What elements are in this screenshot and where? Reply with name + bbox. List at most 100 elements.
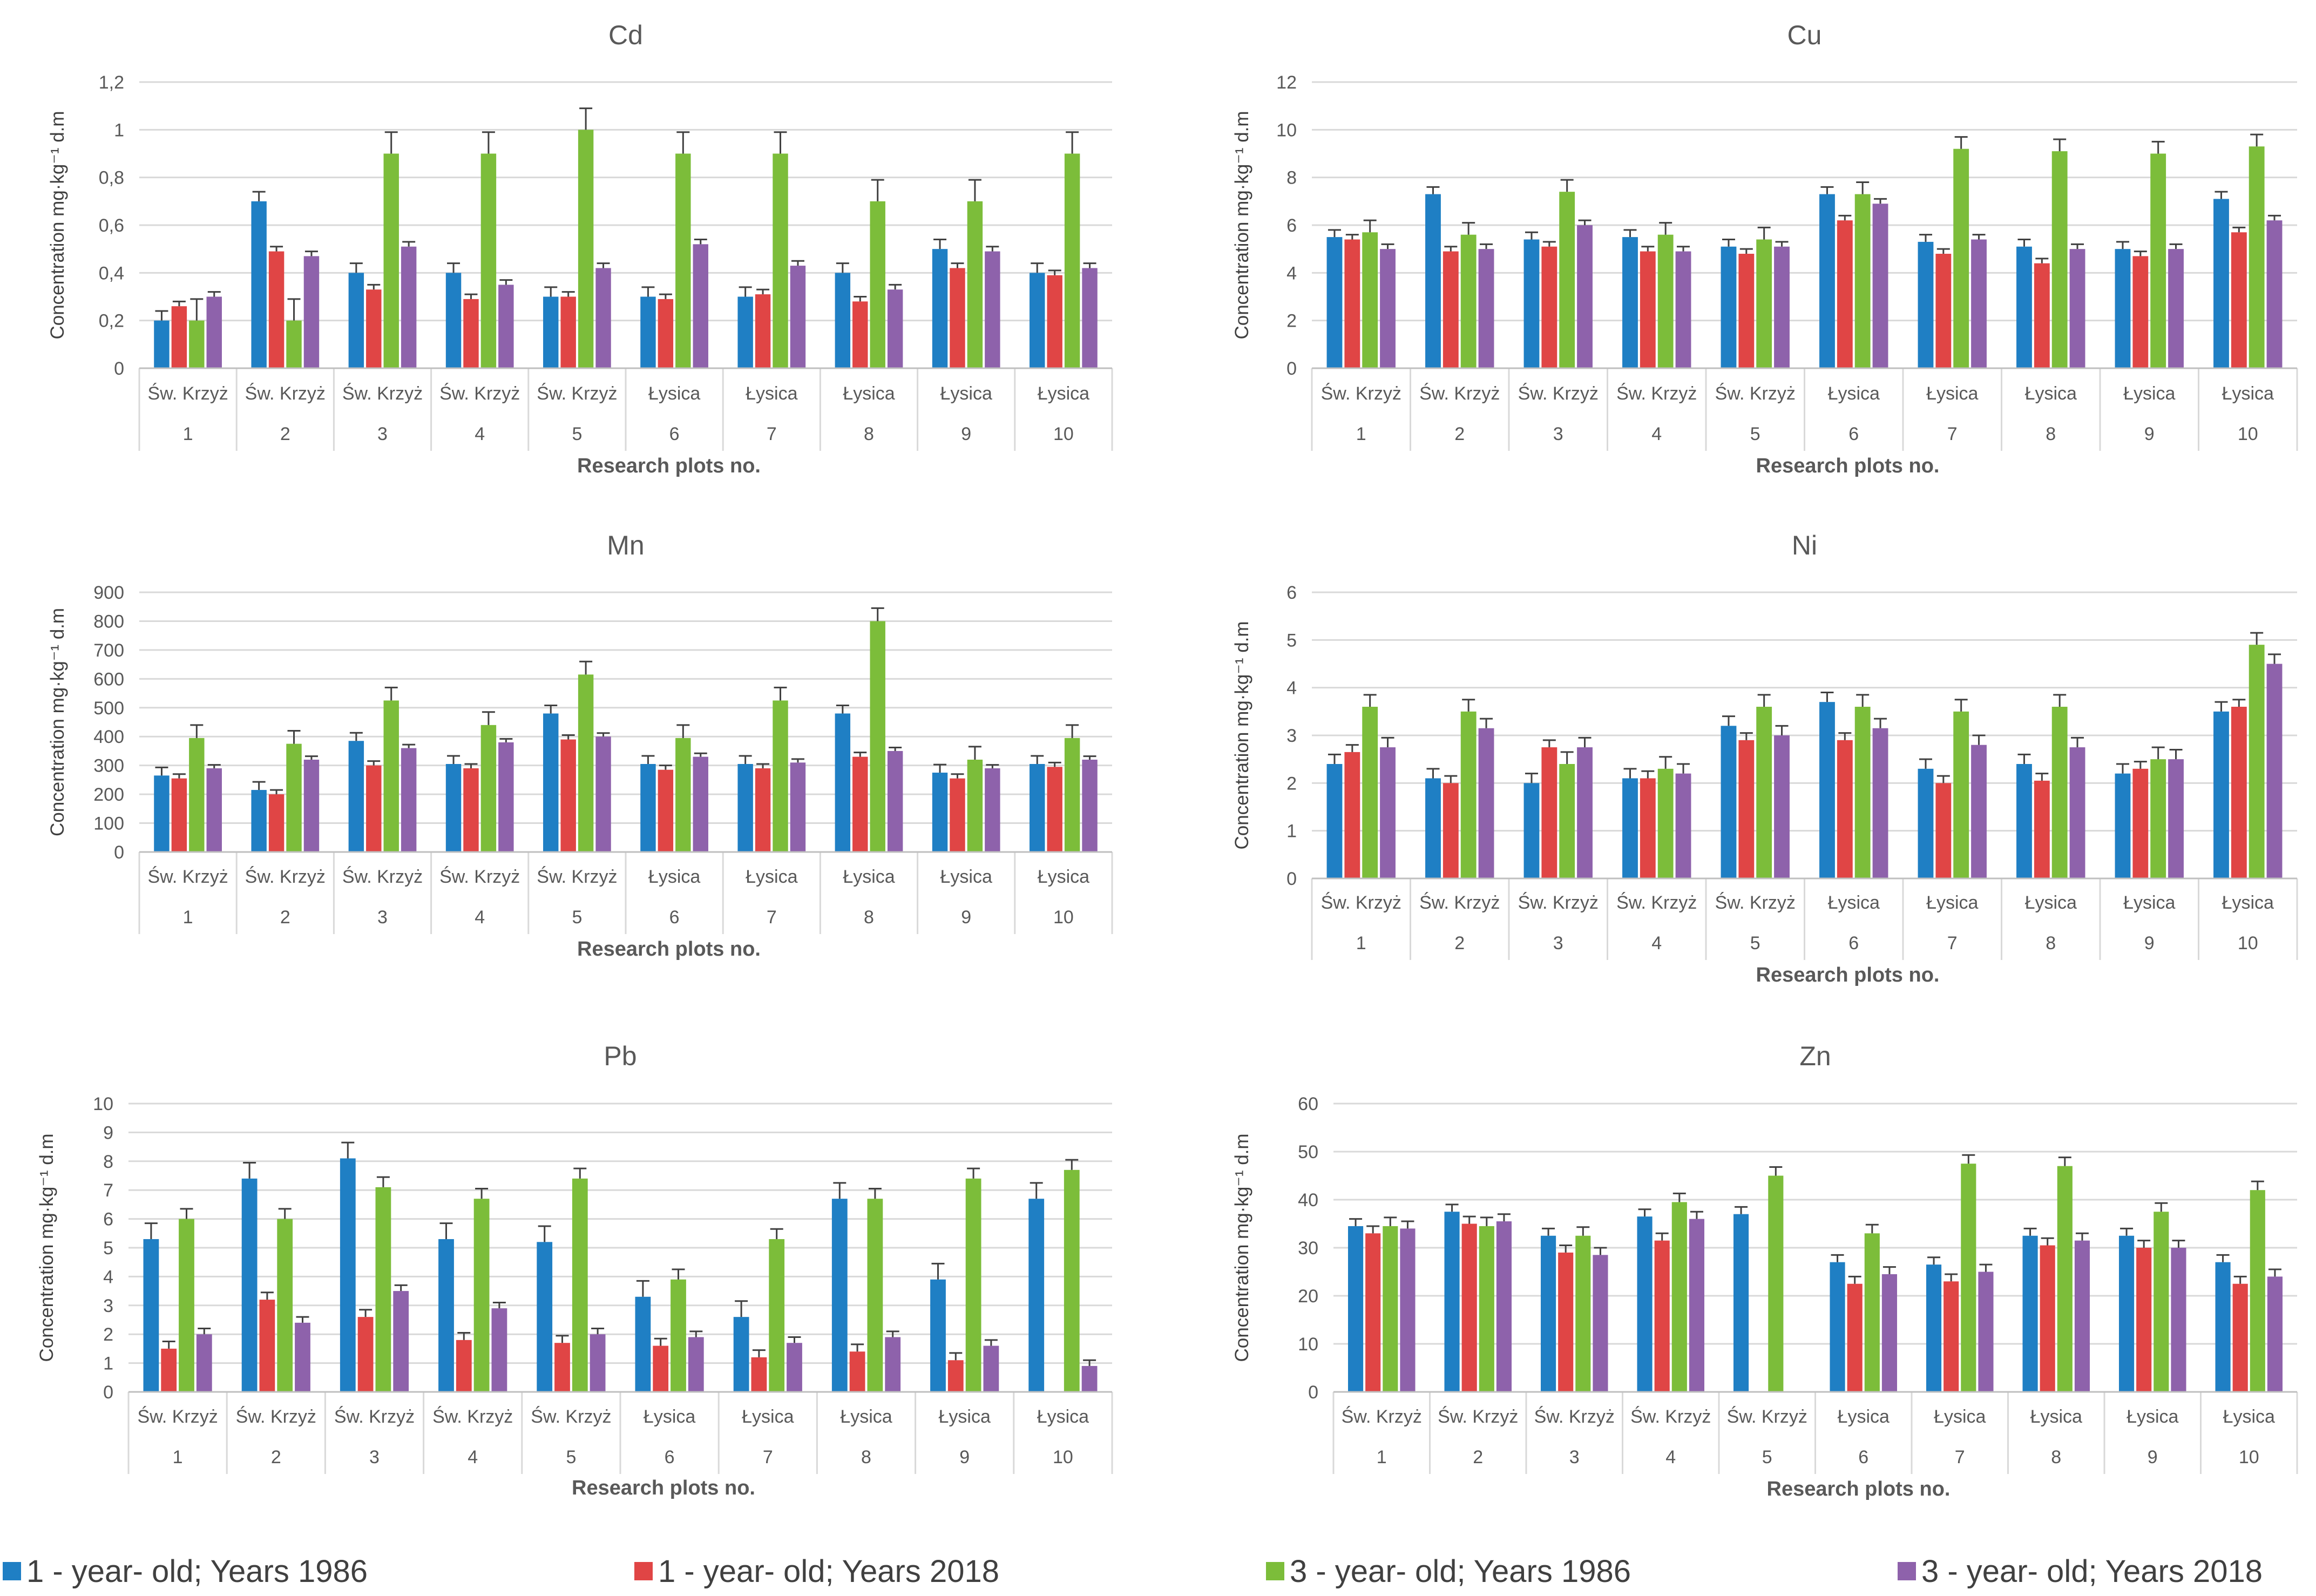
bar-2: [950, 778, 965, 852]
site-label: Łysica: [746, 867, 797, 887]
site-label: Św. Krzyż: [245, 383, 326, 404]
site-label: Łysica: [2223, 1406, 2275, 1427]
bar-1: [445, 273, 462, 368]
bar-4: [498, 742, 514, 852]
bar-4: [401, 246, 417, 368]
x-tick-label: 9: [2144, 424, 2155, 444]
site-label: Św. Krzyż: [147, 383, 228, 404]
bar-1: [640, 763, 656, 852]
site-label: Łysica: [2222, 383, 2274, 404]
site-label: Św. Krzyż: [1715, 892, 1796, 913]
site-label: Św. Krzyż: [1715, 383, 1796, 404]
bar-1: [241, 1178, 258, 1392]
x-tick-label: 1: [1356, 933, 1366, 953]
bar-2: [560, 739, 576, 852]
site-label: Łysica: [2025, 892, 2077, 913]
x-axis-label: Research plots no.: [577, 938, 761, 961]
bar-4: [787, 1343, 802, 1392]
x-tick-label: 6: [1858, 1447, 1868, 1467]
site-label: Św. Krzyż: [531, 1406, 611, 1427]
bar-1: [932, 249, 948, 368]
site-label: Łysica: [843, 383, 895, 404]
x-tick-label: 6: [669, 907, 680, 928]
bar-3: [179, 1219, 194, 1392]
bar-3: [1854, 707, 1871, 878]
bar-4: [2069, 249, 2085, 368]
site-label: Św. Krzyż: [1321, 892, 1401, 913]
bar-2: [2136, 1248, 2152, 1392]
y-tick-label: 3: [1286, 726, 1297, 746]
y-tick-label: 300: [93, 756, 124, 776]
bar-4: [491, 1308, 507, 1392]
bar-2: [1541, 246, 1557, 368]
bar-2: [1443, 783, 1459, 878]
site-label: Św. Krzyż: [439, 383, 520, 404]
x-tick-label: 10: [2239, 1447, 2259, 1467]
y-tick-label: 0: [114, 359, 124, 379]
y-tick-label: 500: [93, 698, 124, 719]
bar-1: [737, 296, 753, 368]
site-label: Św. Krzyż: [236, 1406, 316, 1427]
bar-2: [1738, 740, 1755, 878]
y-tick-label: 2: [1286, 311, 1297, 332]
bar-1: [1830, 1262, 1845, 1392]
site-label: Łysica: [1926, 892, 1978, 913]
bar-1: [2022, 1235, 2038, 1392]
y-tick-label: 4: [103, 1267, 113, 1287]
site-label: Łysica: [1838, 1406, 1890, 1427]
bar-2: [852, 301, 868, 368]
bar-1: [1523, 239, 1540, 368]
bar-1: [543, 713, 559, 852]
bar-1: [1326, 764, 1343, 878]
bar-3: [572, 1178, 588, 1392]
x-tick-label: 1: [183, 907, 193, 928]
bar-4: [887, 750, 903, 852]
bar-1: [1540, 1235, 1556, 1392]
x-tick-label: 7: [763, 1447, 773, 1467]
y-tick-label: 0: [103, 1382, 113, 1403]
bar-4: [295, 1322, 310, 1392]
y-tick-label: 0,4: [99, 263, 124, 283]
bar-3: [1854, 194, 1871, 368]
site-label: Św. Krzyż: [342, 866, 423, 887]
bar-1: [2213, 711, 2229, 878]
chart-title: Cu: [1787, 20, 1822, 50]
x-tick-label: 2: [1473, 1447, 1483, 1467]
bar-3: [1671, 1202, 1687, 1392]
x-tick-label: 3: [1569, 1447, 1580, 1467]
y-tick-label: 900: [93, 583, 124, 603]
bar-1: [543, 296, 559, 368]
bar-1: [1721, 246, 1737, 368]
bar-1: [445, 763, 462, 852]
site-label: Łysica: [648, 867, 700, 887]
x-axis-label: Research plots no.: [577, 455, 761, 477]
x-tick-label: 6: [665, 1447, 675, 1467]
legend-swatch-icon: [3, 1562, 21, 1580]
x-tick-label: 5: [572, 907, 582, 928]
bar-1: [438, 1239, 454, 1392]
x-tick-label: 1: [1377, 1447, 1387, 1467]
x-tick-label: 1: [173, 1447, 183, 1467]
bar-3: [967, 759, 983, 852]
bar-4: [1081, 1365, 1098, 1392]
bar-4: [1881, 1274, 1898, 1392]
bar-4: [983, 1345, 999, 1392]
chart-zn: Zn 0 10 20 30 40 50 60 Concentration mg·kg⁻¹ d.m…: [1231, 1041, 2298, 1500]
bar-4: [1380, 747, 1396, 878]
bar-3: [671, 1279, 686, 1392]
bar-3: [1460, 711, 1477, 878]
bar-2: [1847, 1283, 1863, 1392]
x-tick-label: 5: [1762, 1447, 1772, 1467]
x-tick-label: 4: [475, 907, 485, 928]
chart-pb: Pb 0 1 2 3 4 5 6 7 8 9 10 Concentration mg·kg⁻¹ d.m Ś…: [36, 1041, 1113, 1499]
bar-2: [1365, 1233, 1381, 1392]
bar-2: [1935, 254, 1952, 368]
legend-label: 1 - year- old; Years 1986: [26, 1553, 368, 1589]
bar-2: [658, 769, 674, 852]
bar-2: [1640, 251, 1656, 368]
bar-2: [1738, 254, 1755, 368]
bar-2: [2034, 263, 2050, 368]
site-label: Św. Krzyż: [1630, 1406, 1711, 1427]
bar-4: [985, 251, 1000, 368]
